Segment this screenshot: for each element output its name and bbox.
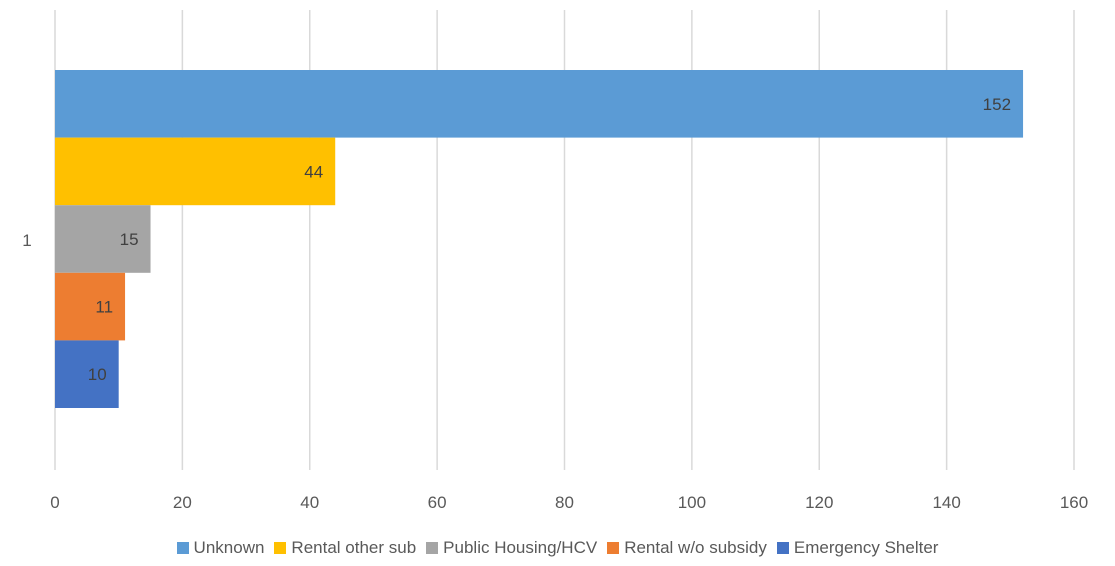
x-tick-label: 160 (1060, 493, 1088, 512)
x-tick-label: 40 (300, 493, 319, 512)
legend-swatch (426, 542, 439, 554)
legend-item: Rental w/o subsidy (607, 538, 767, 558)
x-tick-label: 0 (50, 493, 59, 512)
legend-label: Rental w/o subsidy (624, 538, 767, 557)
legend: Unknown Rental other sub Public Housing/HC… (0, 538, 1115, 558)
legend-item: Emergency Shelter (776, 538, 939, 558)
legend-item: Rental other sub (274, 538, 416, 558)
legend-item: Public Housing/HCV (426, 538, 597, 558)
bars: 152 44 15 11 10 (55, 70, 1024, 408)
bar-unknown (55, 70, 1024, 138)
x-axis-ticks: 0 20 40 60 80 100 120 140 160 (50, 493, 1088, 512)
data-label: 152 (983, 95, 1011, 114)
legend-label: Unknown (193, 538, 265, 557)
bar-chart: 152 44 15 11 10 0 20 40 60 80 100 120 140 160 1 (22, 10, 1088, 512)
legend-label: Public Housing/HCV (443, 538, 598, 557)
legend-label: Rental other sub (291, 538, 417, 557)
data-label: 11 (95, 298, 113, 317)
x-tick-label: 60 (428, 493, 447, 512)
x-tick-label: 100 (678, 493, 706, 512)
legend-item: Unknown (176, 538, 265, 558)
legend-swatch (176, 542, 189, 554)
x-tick-label: 80 (555, 493, 574, 512)
data-label: 10 (88, 365, 107, 384)
legend-label: Emergency Shelter (793, 538, 939, 557)
bar-emergency-shelter (55, 340, 119, 408)
legend-swatch (776, 542, 789, 554)
data-label: 44 (304, 162, 323, 181)
data-label: 15 (120, 230, 139, 249)
bar-rental-other-sub (55, 137, 336, 206)
bar-rental-w-o-subsidy (55, 272, 126, 341)
category-label: 1 (22, 231, 31, 250)
category-labels: 1 (22, 231, 31, 250)
x-tick-label: 120 (805, 493, 833, 512)
x-tick-label: 20 (173, 493, 192, 512)
legend-swatch (607, 542, 620, 554)
x-tick-label: 140 (932, 493, 960, 512)
bar-public-housing-hcv (55, 205, 151, 273)
legend-swatch (274, 542, 287, 554)
